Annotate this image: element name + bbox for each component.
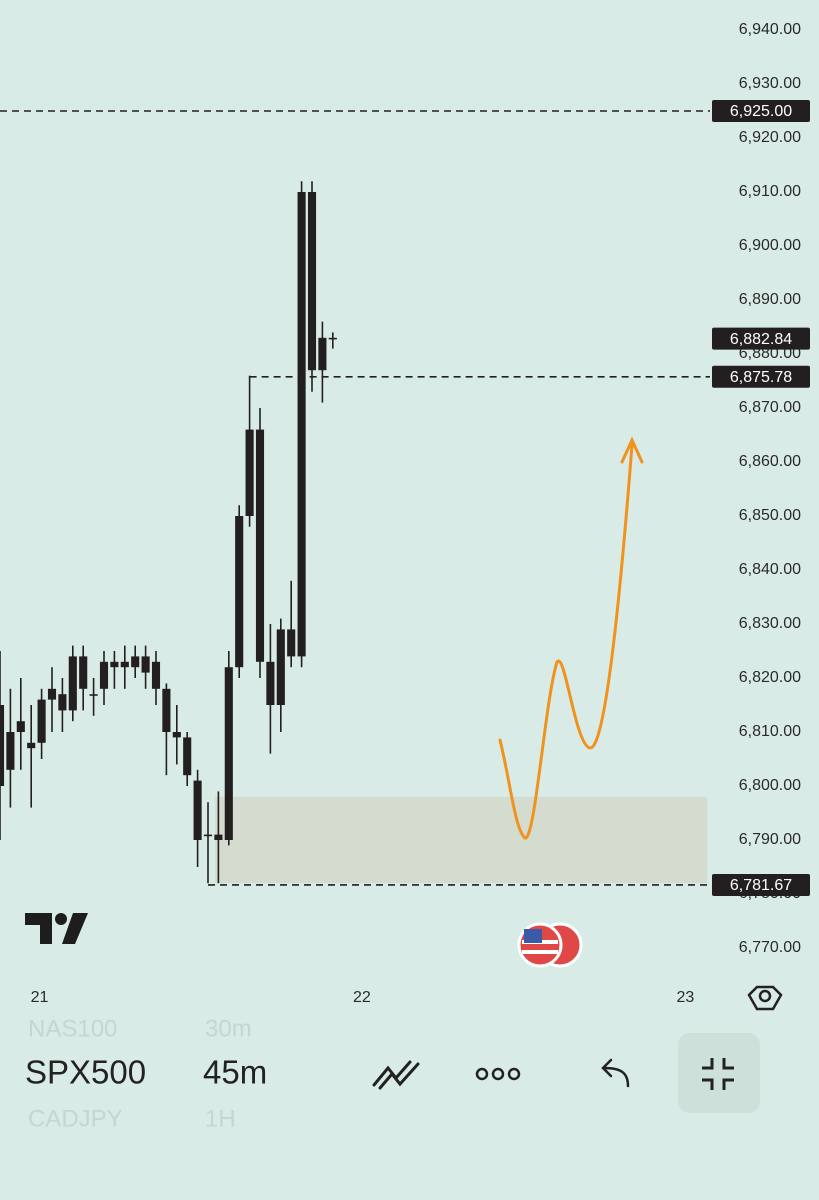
candle-body: [58, 694, 67, 711]
candle-body: [203, 834, 213, 837]
price-tag-label: 6,875.78: [730, 369, 792, 386]
candle-body: [151, 661, 161, 689]
price-tag: [712, 873, 810, 896]
candle-body: [318, 337, 327, 371]
candle-body: [172, 732, 181, 738]
interval[interactable]: 45m: [203, 1054, 267, 1091]
y-tick-label: 6,810.00: [739, 723, 801, 740]
candle-body: [37, 699, 46, 743]
y-tick-label: 6,840.00: [739, 561, 801, 578]
price-tag: [712, 365, 810, 388]
y-tick-label: 6,870.00: [739, 399, 801, 416]
candle-body: [141, 656, 150, 673]
y-tick-label: 6,890.00: [739, 291, 801, 308]
candle-body: [47, 688, 57, 700]
y-tick-label: 6,930.00: [739, 75, 801, 92]
candle-body: [16, 721, 25, 732]
y-tick-label: 6,900.00: [739, 237, 801, 254]
candle-body: [99, 661, 109, 689]
candle-body: [0, 705, 5, 786]
y-tick-label: 6,800.00: [739, 777, 801, 794]
candle-body: [89, 694, 98, 696]
candle-body: [297, 192, 306, 657]
y-tick-label: 6,790.00: [739, 831, 801, 848]
price-tag-label: 6,781.67: [730, 877, 792, 894]
price-tag-label: 6,925.00: [730, 103, 792, 120]
candle-body: [224, 667, 233, 840]
fullscreen-button[interactable]: [678, 1033, 760, 1113]
y-tick-label: 6,830.00: [739, 615, 801, 632]
price-tag-label: 6,882.84: [730, 331, 792, 348]
settings-icon[interactable]: [747, 985, 783, 1011]
y-tick-label: 6,910.00: [739, 183, 801, 200]
candle-body: [110, 661, 119, 668]
y-tick-label: 6,920.00: [739, 129, 801, 146]
symbol[interactable]: NAS100: [28, 1015, 117, 1042]
undo-icon[interactable]: [601, 1058, 630, 1088]
candle-body: [266, 661, 275, 705]
more-icon[interactable]: [475, 1067, 521, 1081]
y-tick-label: 6,860.00: [739, 453, 801, 470]
y-tick-label: 6,770.00: [739, 939, 801, 956]
candle-body: [276, 629, 285, 705]
candle-body: [27, 742, 36, 749]
candle-body: [162, 688, 171, 732]
drawn-arrow: [498, 436, 644, 840]
price-tag: [712, 100, 810, 122]
candle-body: [255, 429, 265, 662]
candle-body: [79, 656, 88, 689]
candle-body: [193, 780, 202, 840]
candle-body: [328, 337, 337, 340]
flag-icons: [517, 922, 583, 968]
y-tick-label: 6,850.00: [739, 507, 801, 524]
candle-body: [120, 661, 129, 668]
symbol[interactable]: SPX500: [25, 1054, 146, 1091]
indicator-icon[interactable]: [372, 1060, 420, 1090]
y-tick-label: 6,820.00: [739, 669, 801, 686]
candle-body: [245, 429, 254, 516]
candle-body: [214, 834, 223, 840]
y-tick-label: 6,940.00: [739, 21, 801, 38]
candle-body: [183, 737, 192, 776]
candle-body: [235, 516, 244, 668]
interval[interactable]: 30m: [205, 1015, 252, 1042]
price-tag: [712, 327, 810, 350]
candle-body: [68, 656, 77, 711]
candle-body: [131, 656, 140, 668]
x-tick-label: 22: [353, 989, 371, 1006]
compress-icon: [702, 1058, 734, 1090]
symbol[interactable]: CADJPY: [28, 1105, 123, 1132]
x-tick-label: 21: [31, 989, 49, 1006]
interval[interactable]: 1H: [205, 1105, 236, 1132]
zone: [215, 796, 708, 884]
candle-body: [6, 732, 15, 770]
plot: 6,770.006,780.006,790.006,800.006,810.00…: [0, 21, 810, 1006]
candle-body: [307, 192, 317, 371]
tradingview-logo: [25, 913, 88, 944]
x-tick-label: 23: [676, 989, 694, 1006]
candle-body: [287, 629, 296, 657]
